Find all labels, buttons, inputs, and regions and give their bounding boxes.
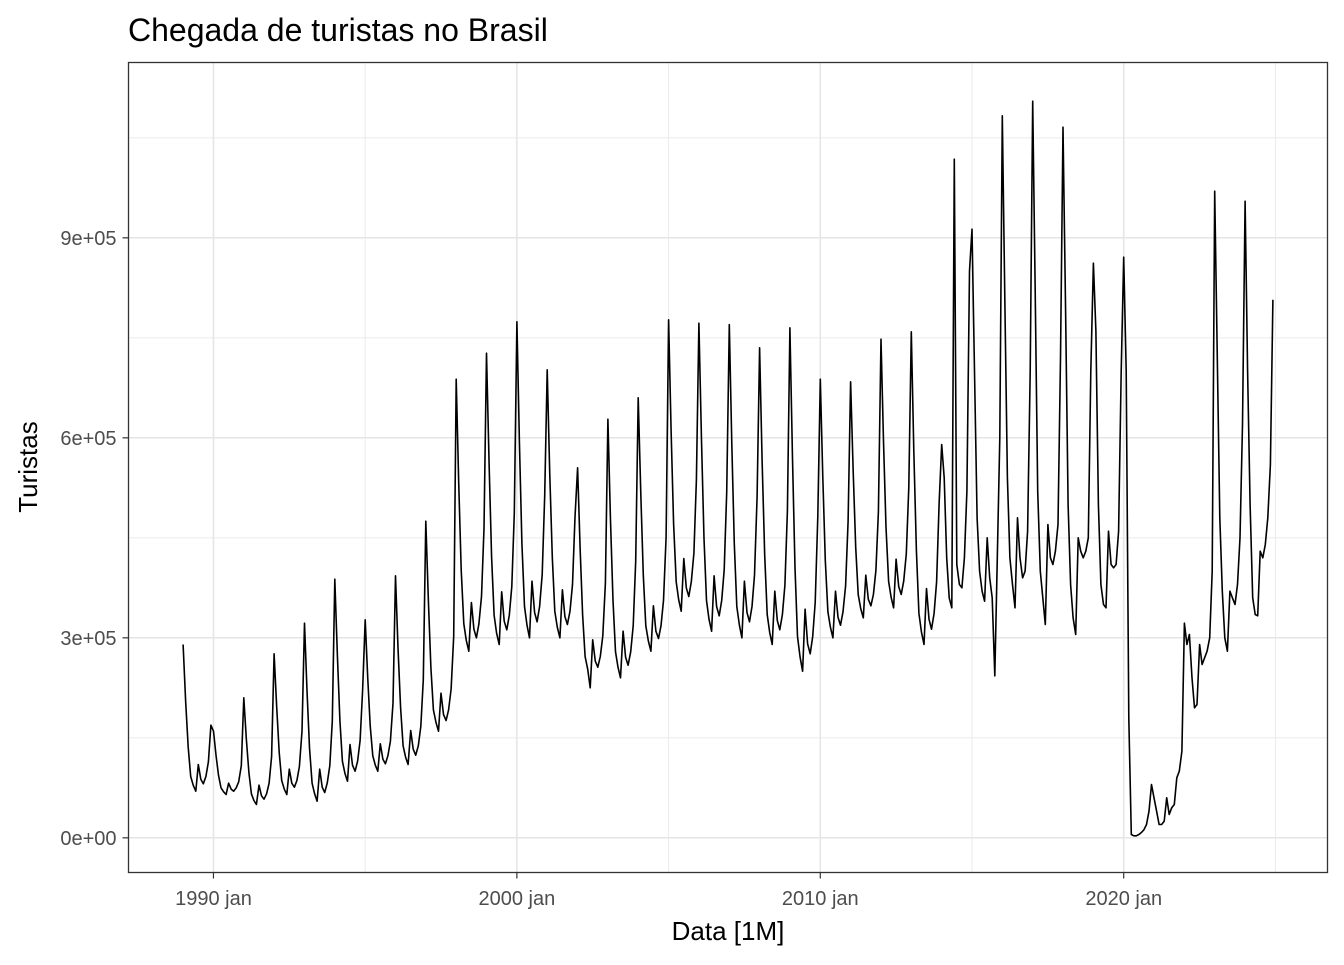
- x-tick-label: 1990 jan: [175, 888, 252, 910]
- x-tick-label: 2020 jan: [1085, 888, 1162, 910]
- x-tick-label: 2000 jan: [478, 888, 555, 910]
- x-axis-label: Data [1M]: [672, 916, 785, 946]
- y-axis-label: Turistas: [13, 421, 43, 513]
- y-tick-label: 9e+05: [60, 228, 116, 250]
- chart-title: Chegada de turistas no Brasil: [128, 12, 548, 48]
- y-axis: 0e+00 3e+05 6e+05 9e+05: [60, 228, 129, 850]
- series-line-turistas: [182, 100, 1274, 837]
- plot-panel: [128, 62, 1328, 873]
- x-axis: 1990 jan 2000 jan 2010 jan 2020 jan: [175, 872, 1162, 910]
- y-tick-label: 3e+05: [60, 628, 116, 650]
- x-tick-label: 2010 jan: [782, 888, 859, 910]
- plot-border: [127, 61, 1329, 874]
- y-tick-label: 0e+00: [60, 828, 116, 850]
- y-tick-label: 6e+05: [60, 428, 116, 450]
